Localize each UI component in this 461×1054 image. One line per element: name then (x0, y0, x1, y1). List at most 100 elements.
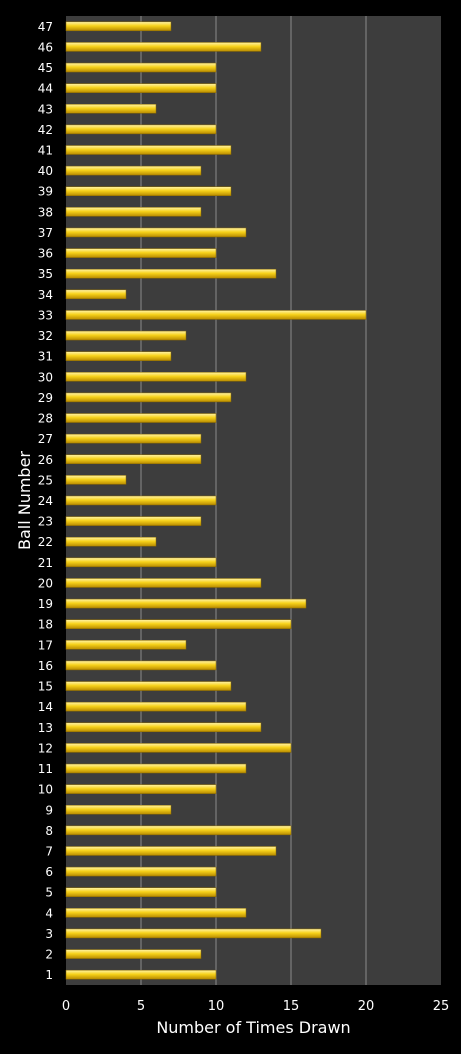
y-tick-labels: 1234567891011121314151617181920212223242… (38, 20, 53, 982)
y-tick-label: 35 (38, 267, 53, 281)
x-tick-label: 10 (208, 999, 225, 1014)
bar (65, 578, 262, 588)
y-tick-label: 40 (38, 164, 53, 178)
y-axis-label: Ball Number (15, 451, 34, 550)
x-tick-label: 15 (283, 999, 300, 1014)
bar (65, 268, 277, 279)
bar (65, 763, 247, 774)
y-tick-label: 46 (38, 40, 53, 54)
bar (65, 392, 232, 403)
y-tick-label: 25 (38, 473, 53, 487)
bar (65, 83, 217, 93)
bar (65, 949, 202, 959)
bar (65, 21, 172, 32)
x-axis-label: Number of Times Drawn (156, 1018, 350, 1037)
bar (65, 351, 172, 361)
y-tick-label: 41 (38, 144, 53, 158)
y-tick-label: 38 (38, 205, 53, 219)
x-tick-label: 5 (137, 999, 145, 1014)
bar (65, 124, 217, 135)
bar (65, 62, 217, 73)
y-tick-label: 29 (38, 391, 53, 405)
y-tick-label: 7 (45, 844, 53, 858)
bar (65, 805, 172, 815)
y-tick-label: 13 (38, 721, 53, 735)
bar (65, 908, 247, 918)
bar (65, 969, 217, 980)
y-tick-label: 28 (38, 412, 53, 426)
y-tick-label: 31 (38, 350, 53, 364)
y-tick-label: 43 (38, 102, 53, 116)
bar (65, 165, 202, 176)
bar (65, 454, 202, 465)
x-tick-label: 20 (358, 999, 375, 1014)
bar (65, 701, 247, 712)
bar (65, 743, 292, 753)
bar (65, 722, 262, 733)
y-tick-label: 30 (38, 370, 53, 384)
bar (65, 330, 187, 341)
y-tick-label: 26 (38, 453, 53, 467)
bar (65, 516, 202, 526)
y-tick-label: 47 (38, 20, 53, 34)
bar (65, 372, 247, 382)
y-tick-label: 27 (38, 432, 53, 446)
y-tick-label: 17 (38, 638, 53, 652)
y-tick-label: 19 (38, 597, 53, 611)
y-tick-label: 5 (45, 886, 53, 900)
bar (65, 598, 307, 609)
y-tick-label: 4 (45, 906, 53, 920)
bar (65, 536, 157, 547)
y-tick-label: 14 (38, 700, 53, 714)
y-tick-label: 1 (45, 968, 53, 982)
bar (65, 681, 232, 691)
y-tick-label: 32 (38, 329, 53, 343)
y-tick-label: 24 (38, 494, 53, 508)
bar (65, 186, 232, 196)
x-tick-labels: 0 5 10 15 20 25 (62, 999, 449, 1014)
bar (65, 557, 217, 568)
y-tick-label: 20 (38, 576, 53, 590)
bar (65, 825, 292, 836)
y-tick-label: 9 (45, 803, 53, 817)
y-tick-label: 15 (38, 680, 53, 694)
y-tick-label: 8 (45, 824, 53, 838)
x-tick-label: 25 (433, 999, 450, 1014)
y-tick-label: 12 (38, 741, 53, 755)
bar (65, 640, 187, 650)
bar (65, 104, 157, 114)
y-tick-label: 3 (45, 927, 53, 941)
y-tick-label: 10 (38, 783, 53, 797)
bar (65, 248, 217, 258)
bar (65, 846, 277, 856)
bar (65, 784, 217, 794)
y-tick-label: 42 (38, 123, 53, 137)
bar (65, 413, 217, 423)
y-tick-label: 34 (38, 288, 53, 302)
y-tick-label: 45 (38, 61, 53, 75)
y-tick-label: 18 (38, 618, 53, 632)
bar (65, 207, 202, 217)
bar (65, 42, 262, 52)
y-tick-label: 11 (38, 762, 53, 776)
bar (65, 475, 127, 485)
y-tick-label: 44 (38, 82, 53, 96)
bar (65, 433, 202, 444)
bar (65, 495, 217, 506)
y-tick-label: 21 (38, 556, 53, 570)
y-tick-label: 16 (38, 659, 53, 673)
bar (65, 660, 217, 671)
bar (65, 619, 292, 629)
y-tick-label: 2 (45, 948, 53, 962)
y-tick-label: 6 (45, 865, 53, 879)
y-tick-label: 39 (38, 185, 53, 199)
bar (65, 289, 127, 300)
bar (65, 928, 322, 939)
bar (65, 310, 367, 320)
bar (65, 145, 232, 155)
y-tick-label: 22 (38, 535, 53, 549)
y-tick-label: 36 (38, 247, 53, 261)
y-tick-label: 33 (38, 308, 53, 322)
